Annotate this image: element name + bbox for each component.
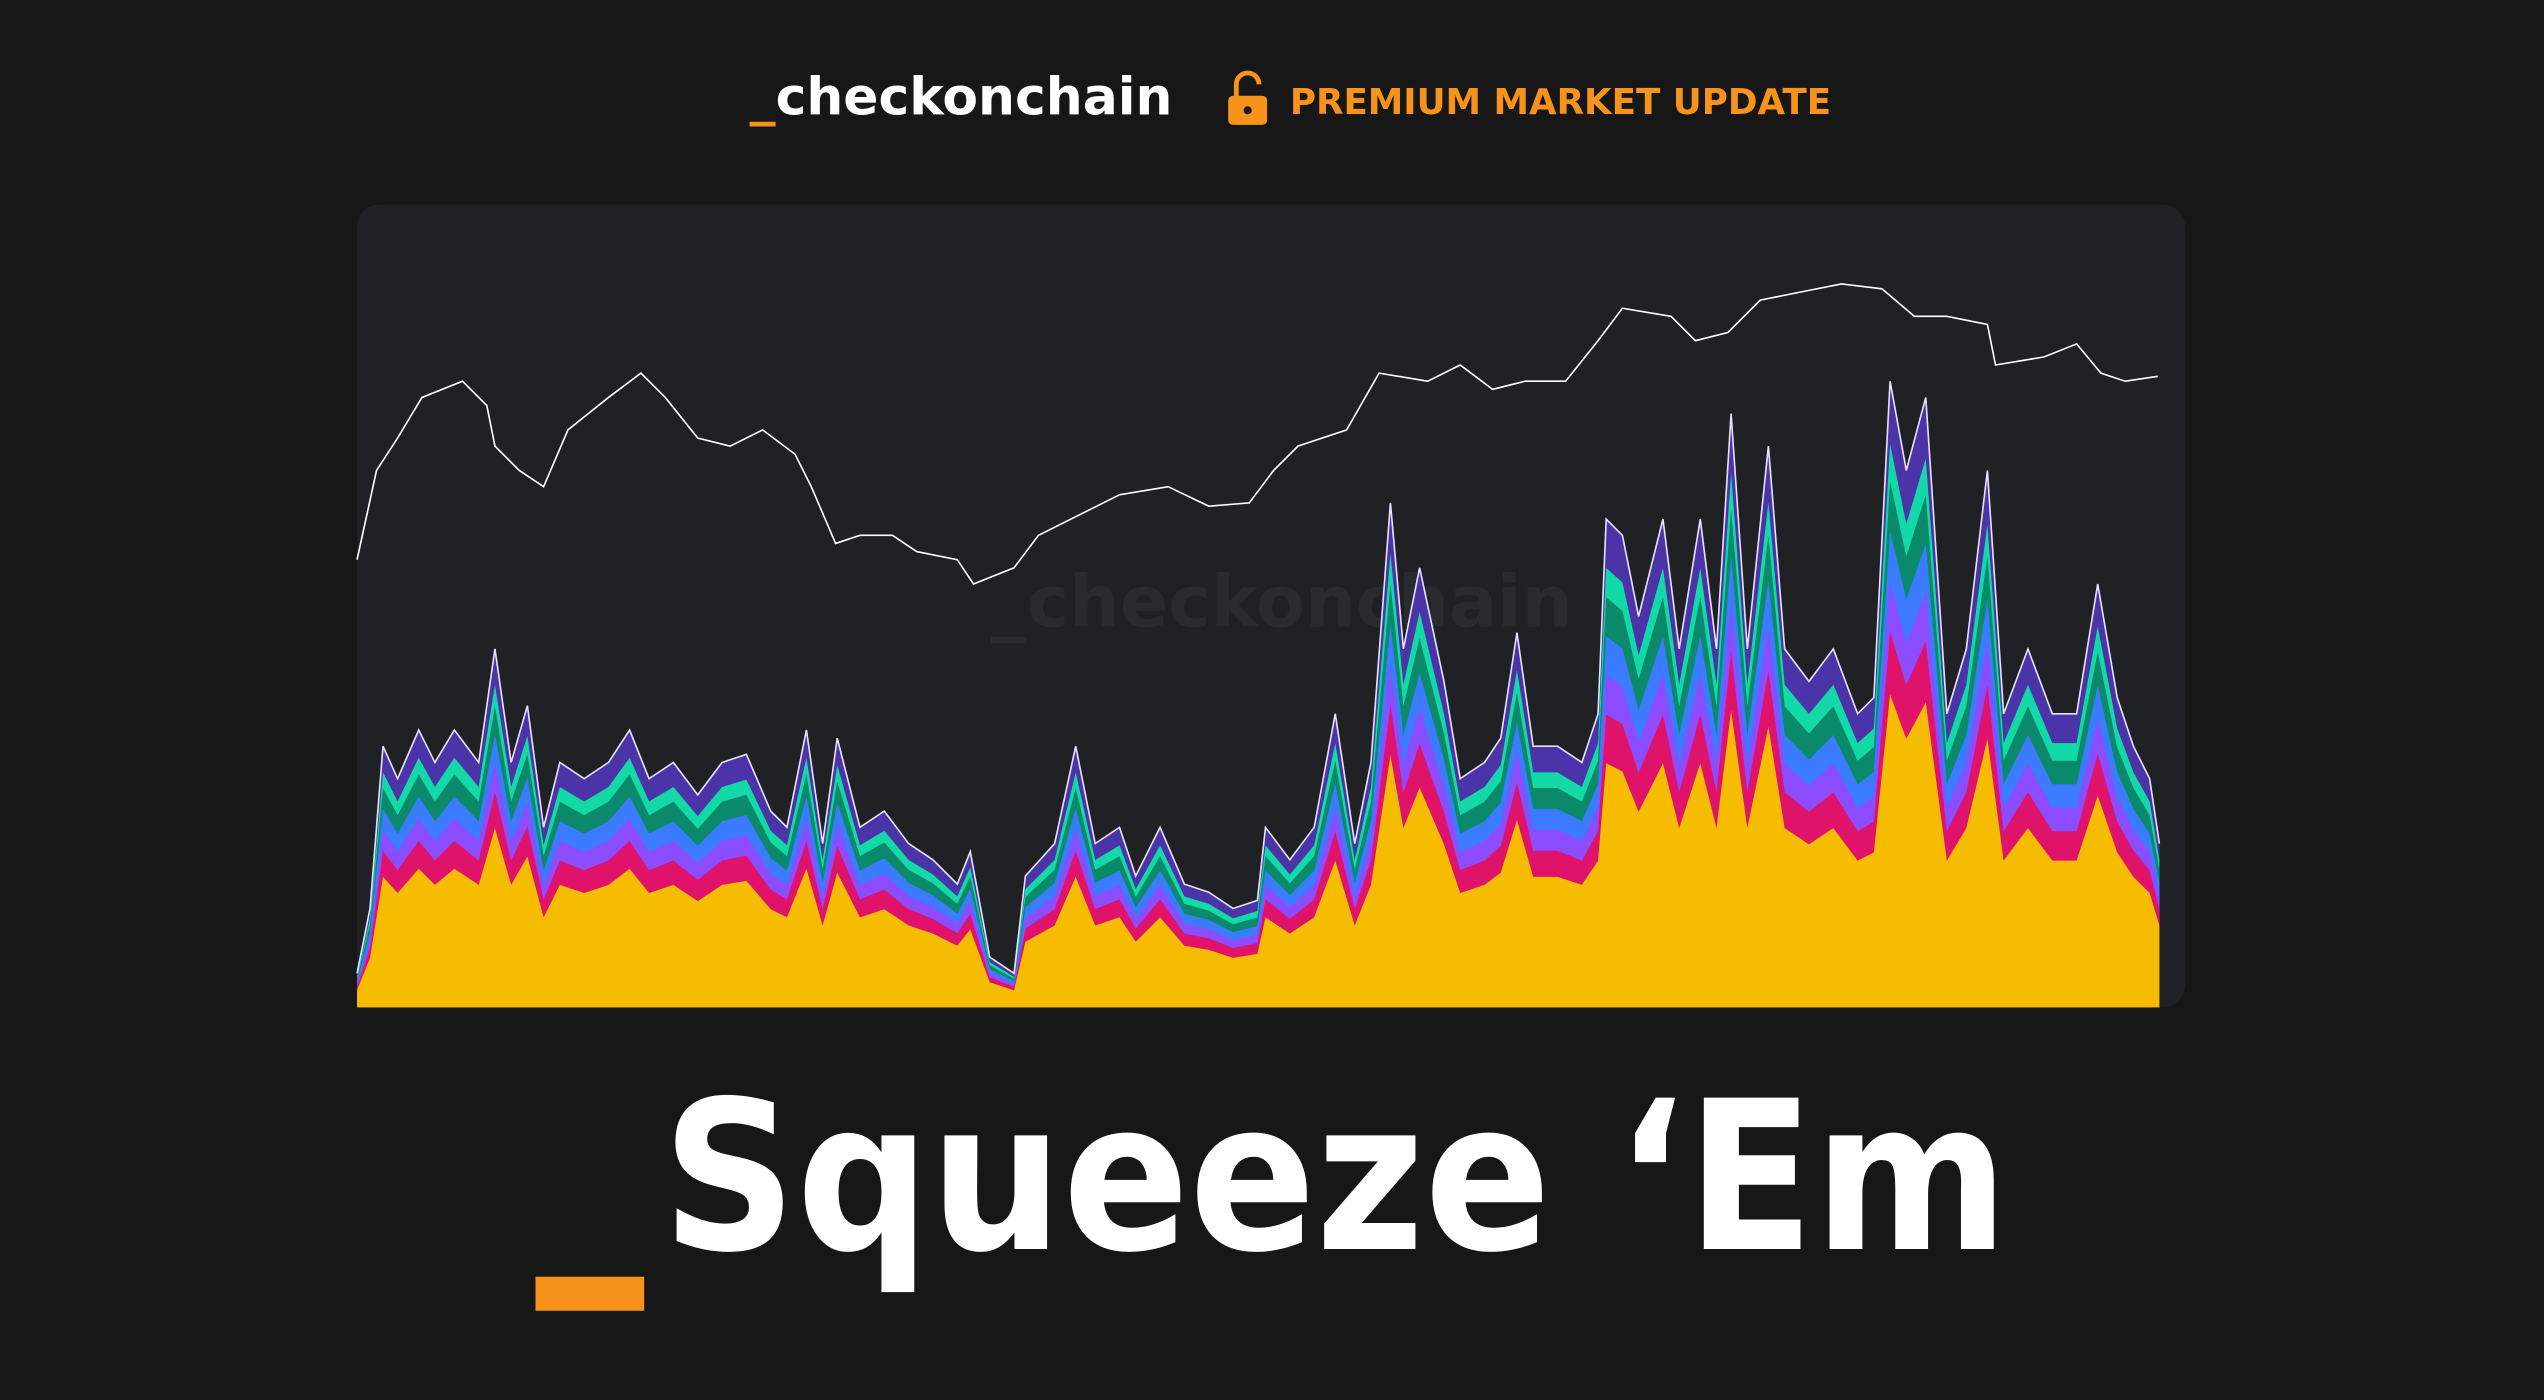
title: Squeeze ‘Em xyxy=(662,1056,2008,1298)
watermark: _checkonchain xyxy=(991,560,1572,643)
price-line xyxy=(356,283,2158,586)
brand-prefix: _ xyxy=(750,68,776,128)
brand-name: checkonchain xyxy=(776,68,1173,128)
brand: _checkonchain xyxy=(750,68,1173,128)
lock-shackle xyxy=(1233,70,1262,98)
badge: PREMIUM MARKET UPDATE xyxy=(1290,82,1831,123)
title-underscore xyxy=(535,1276,645,1311)
lock-icon xyxy=(1228,70,1268,125)
stacked-areas xyxy=(356,381,2161,1008)
area-layer xyxy=(357,694,2160,1008)
area-outline xyxy=(356,381,2161,975)
lock-hole xyxy=(1243,106,1252,115)
